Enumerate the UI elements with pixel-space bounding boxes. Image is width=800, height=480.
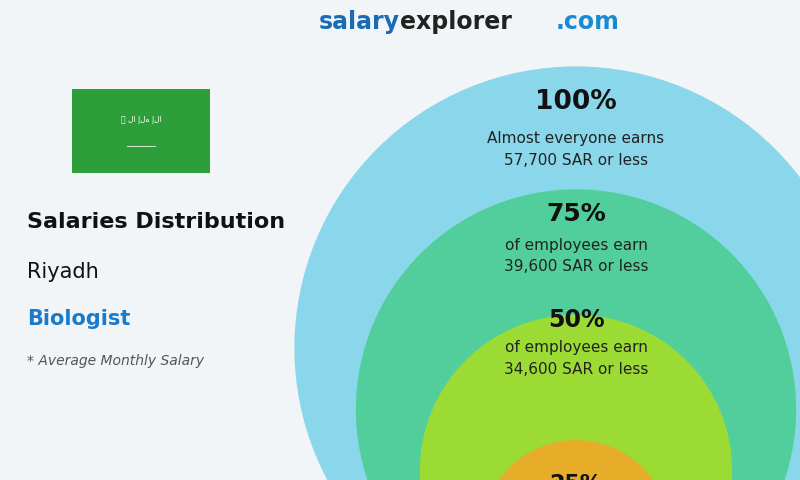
Text: * Average Monthly Salary: * Average Monthly Salary <box>27 354 204 368</box>
Circle shape <box>356 189 796 480</box>
Circle shape <box>294 66 800 480</box>
FancyBboxPatch shape <box>72 89 210 173</box>
Text: 25%: 25% <box>550 474 602 480</box>
Text: Biologist: Biologist <box>27 309 130 329</box>
Text: Riyadh: Riyadh <box>27 263 98 282</box>
Text: salary: salary <box>319 10 400 34</box>
Circle shape <box>420 315 732 480</box>
Text: explorer: explorer <box>400 10 512 34</box>
Text: Salaries Distribution: Salaries Distribution <box>27 212 285 232</box>
Text: of employees earn
39,600 SAR or less: of employees earn 39,600 SAR or less <box>504 238 648 274</box>
Circle shape <box>482 440 670 480</box>
Text: Almost everyone earns
57,700 SAR or less: Almost everyone earns 57,700 SAR or less <box>487 132 665 168</box>
Text: .com: .com <box>556 10 620 34</box>
Text: 50%: 50% <box>548 308 604 332</box>
Text: 100%: 100% <box>535 89 617 115</box>
Text: of employees earn
34,600 SAR or less: of employees earn 34,600 SAR or less <box>504 340 648 376</box>
Text: 75%: 75% <box>546 202 606 226</box>
Text: ﷲ لا إله إلا: ﷲ لا إله إلا <box>121 115 162 124</box>
Text: ──────: ────── <box>126 141 156 150</box>
